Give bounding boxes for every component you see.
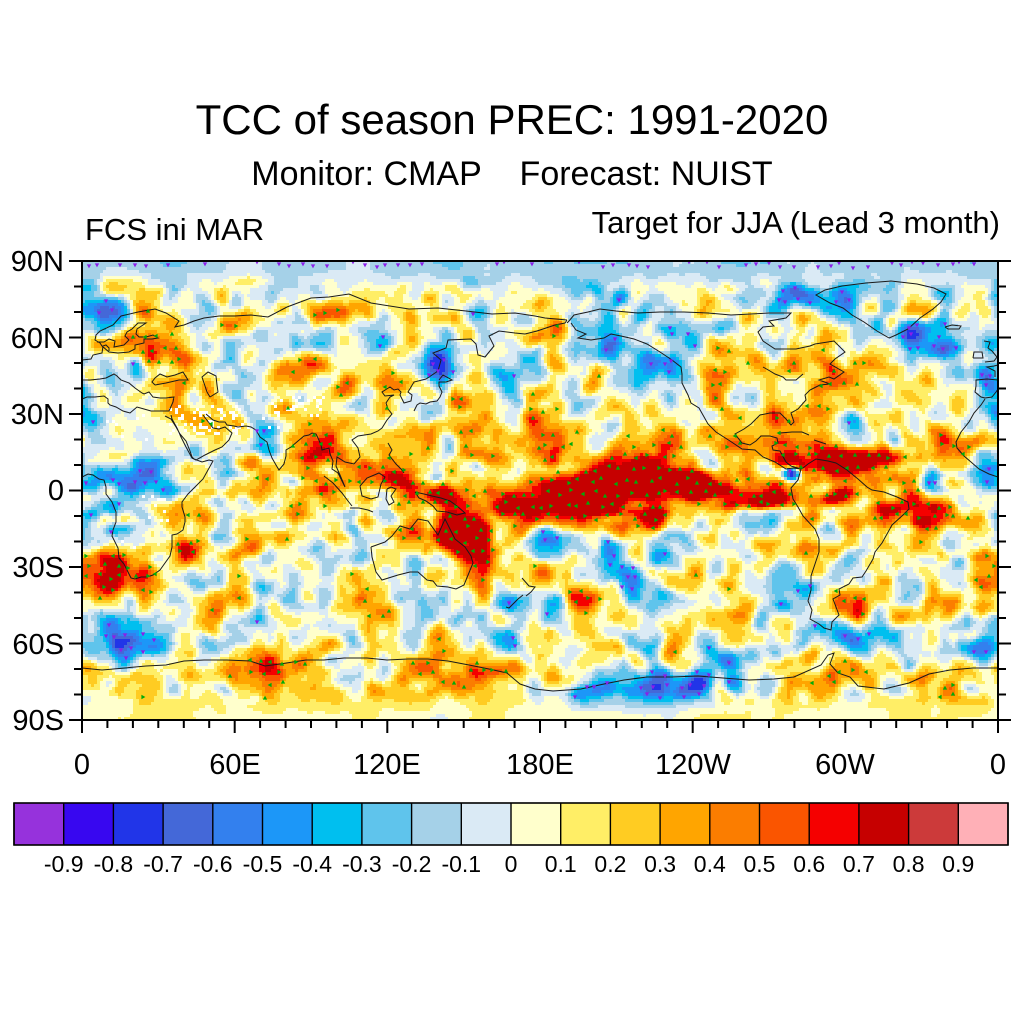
svg-text:0.9: 0.9 [942,851,974,877]
svg-text:-0.3: -0.3 [342,851,382,877]
svg-text:FCS ini MAR: FCS ini MAR [85,212,264,247]
svg-text:120W: 120W [655,749,731,781]
svg-text:-0.4: -0.4 [292,851,332,877]
svg-text:Monitor: CMAP Forecast: NUI: Monitor: CMAP Forecast: NUIST [251,155,772,193]
svg-text:90S: 90S [12,705,64,737]
svg-text:-0.8: -0.8 [94,851,134,877]
svg-text:60S: 60S [12,629,64,661]
svg-text:0.3: 0.3 [644,851,676,877]
svg-text:0.4: 0.4 [694,851,726,877]
svg-text:0.1: 0.1 [545,851,577,877]
svg-text:-0.7: -0.7 [143,851,183,877]
svg-text:0: 0 [48,475,64,507]
svg-text:-0.1: -0.1 [441,851,481,877]
svg-text:180E: 180E [506,749,574,781]
svg-text:0.5: 0.5 [744,851,776,877]
svg-text:60N: 60N [11,323,64,355]
svg-text:90N: 90N [11,246,64,278]
svg-text:120E: 120E [353,749,421,781]
svg-text:30N: 30N [11,399,64,431]
svg-text:0: 0 [505,851,518,877]
svg-text:-0.2: -0.2 [392,851,432,877]
svg-text:-0.6: -0.6 [193,851,233,877]
svg-text:0.7: 0.7 [843,851,875,877]
svg-text:0.2: 0.2 [594,851,626,877]
svg-text:0: 0 [74,749,90,781]
svg-text:0.6: 0.6 [793,851,825,877]
svg-text:60E: 60E [209,749,261,781]
svg-text:30S: 30S [12,552,64,584]
svg-text:60W: 60W [815,749,875,781]
svg-text:TCC of season PREC: 1991-2020: TCC of season PREC: 1991-2020 [196,96,829,143]
svg-text:0: 0 [990,749,1006,781]
svg-text:0.8: 0.8 [893,851,925,877]
svg-text:Target for JJA (Lead 3 month): Target for JJA (Lead 3 month) [592,205,1000,240]
svg-text:-0.9: -0.9 [44,851,84,877]
svg-text:-0.5: -0.5 [243,851,283,877]
